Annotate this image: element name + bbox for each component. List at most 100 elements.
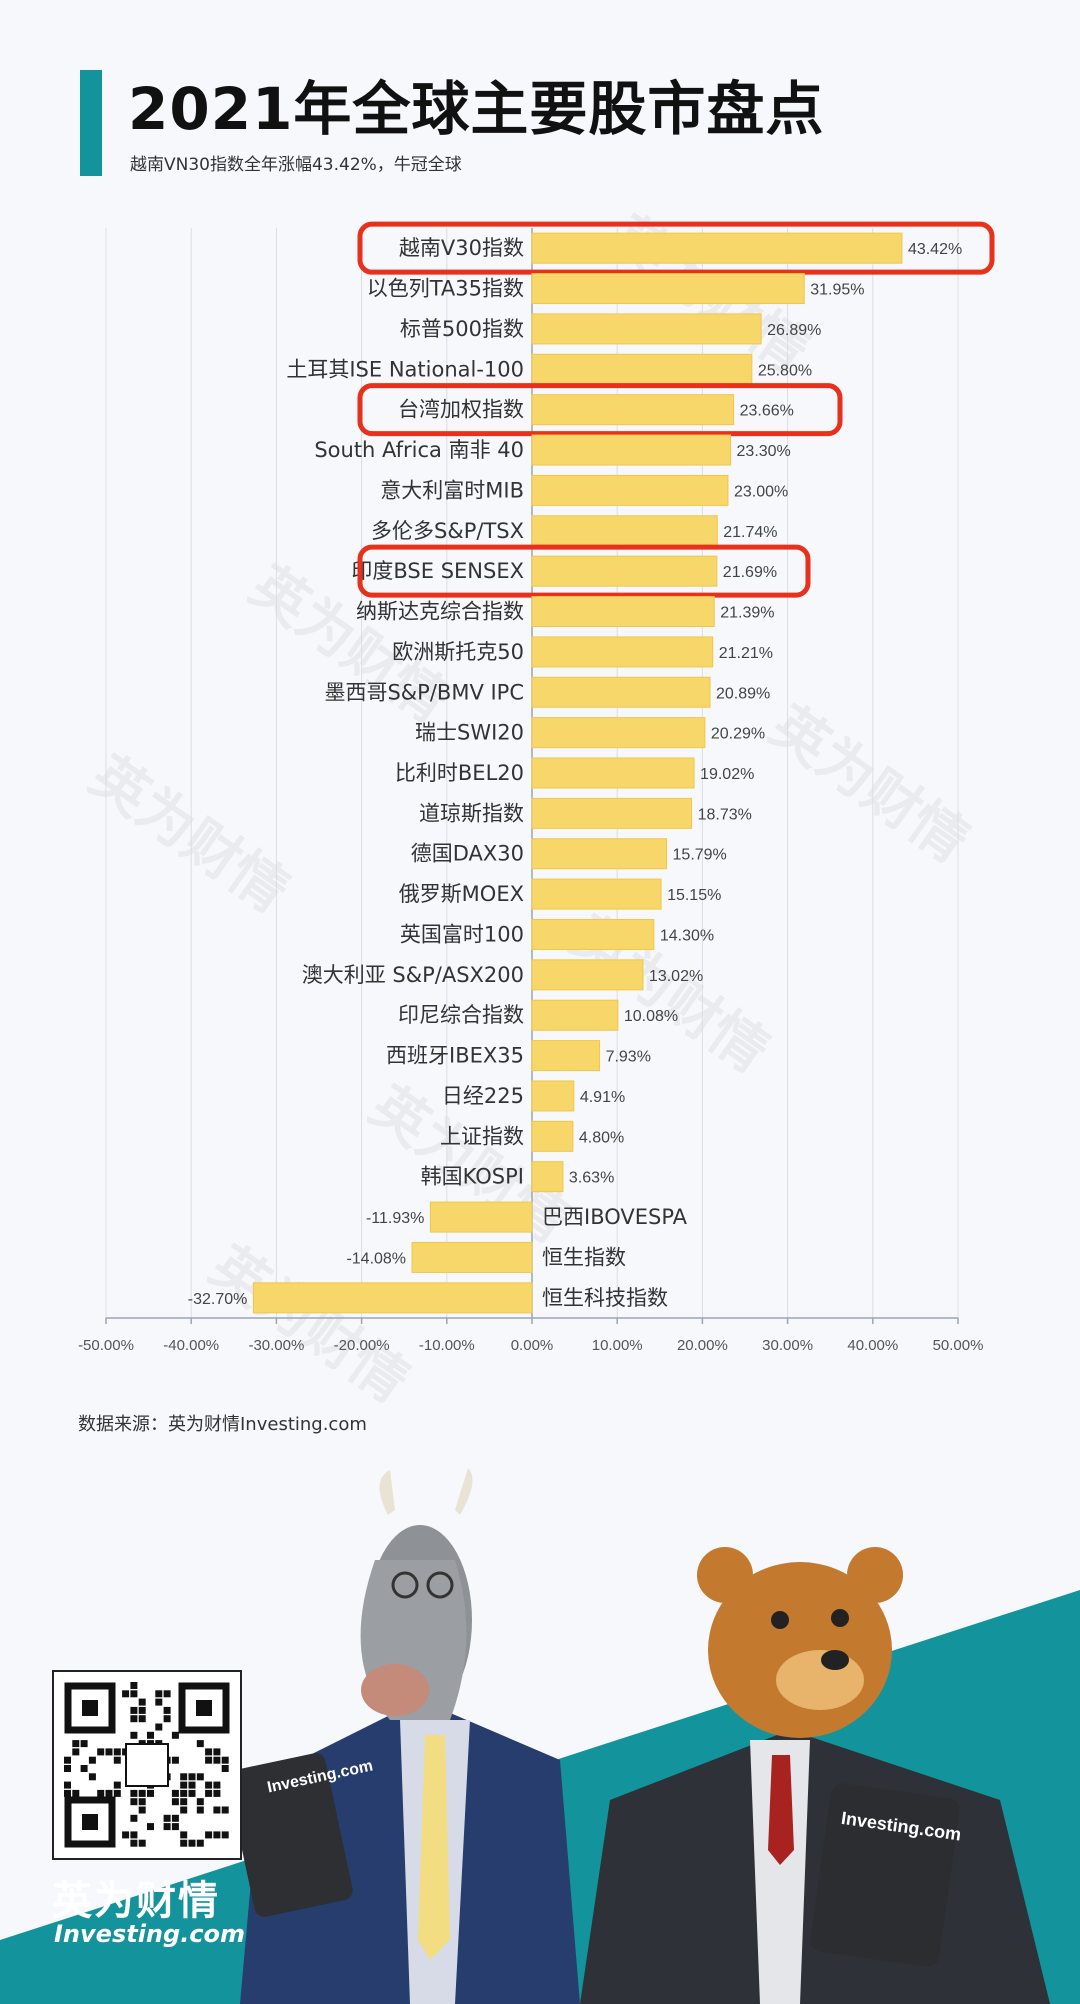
category-label: 瑞士SWI20 [415, 721, 524, 745]
data-label: 43.42% [908, 241, 962, 258]
category-label: 标普500指数 [400, 317, 524, 341]
x-tick-label: -40.00% [163, 1337, 219, 1354]
data-label: 20.29% [711, 726, 765, 743]
qr-module [130, 1814, 138, 1822]
qr-module [113, 1789, 121, 1797]
bar-chart: -50.00% -40.00% -30.00% -20.00% -10.00% 0.00%… [78, 221, 995, 1354]
qr-module [138, 1839, 146, 1847]
qr-module [221, 1765, 229, 1772]
qr-module [213, 1748, 221, 1756]
qr-module [196, 1839, 204, 1847]
bar [531, 797, 693, 829]
data-label: 23.30% [737, 443, 791, 460]
qr-module [205, 1756, 213, 1764]
x-tick-label: 10.00% [592, 1337, 643, 1354]
qr-module [130, 1682, 138, 1689]
bar [531, 918, 655, 950]
qr-module [213, 1806, 221, 1814]
bar [429, 1201, 533, 1233]
qr-module [163, 1814, 171, 1822]
qr-module [196, 1798, 204, 1806]
qr-module [122, 1831, 130, 1839]
bar [531, 959, 644, 991]
qr-module [97, 1748, 105, 1756]
bar [531, 838, 668, 870]
qr-code[interactable] [52, 1670, 242, 1860]
qr-module [171, 1756, 179, 1764]
data-label: 23.00% [734, 483, 788, 500]
category-label: 多伦多S&P/TSX [371, 519, 524, 543]
qr-module [188, 1773, 196, 1781]
qr-module [180, 1798, 188, 1806]
bar [531, 676, 711, 708]
category-label: 以色列TA35指数 [367, 277, 524, 301]
qr-module [105, 1748, 113, 1756]
qr-module [130, 1731, 138, 1739]
bar [531, 1040, 601, 1072]
qr-module [64, 1765, 71, 1772]
category-label: 台湾加权指数 [398, 398, 524, 422]
qr-module [130, 1690, 138, 1698]
category-label: 英国富时100 [400, 922, 524, 946]
qr-module [80, 1740, 88, 1748]
qr-module [221, 1831, 229, 1839]
qr-module [221, 1756, 229, 1764]
qr-module [64, 1781, 71, 1789]
qr-module [188, 1781, 196, 1789]
data-label: 7.93% [606, 1049, 651, 1066]
category-label: 恒生指数 [542, 1245, 626, 1269]
category-label: 墨西哥S&P/BMV IPC [324, 680, 524, 704]
qr-module [180, 1781, 188, 1789]
qr-module [180, 1806, 188, 1814]
qr-module [155, 1698, 163, 1706]
bar [531, 717, 706, 749]
qr-module [88, 1773, 96, 1781]
qr-module [188, 1789, 196, 1797]
bar [531, 596, 715, 628]
qr-module [147, 1731, 154, 1739]
data-source: 数据来源：英为财情Investing.com [78, 1414, 367, 1435]
category-label: 德国DAX30 [411, 842, 524, 866]
page-subtitle: 越南VN30指数全年涨幅43.42%，牛冠全球 [130, 155, 462, 175]
qr-module [171, 1814, 179, 1822]
category-label: South Africa 南非 40 [314, 438, 524, 462]
qr-module [64, 1756, 71, 1764]
data-label: 18.73% [698, 806, 752, 823]
qr-module [138, 1798, 146, 1806]
data-label: 21.74% [723, 524, 777, 541]
qr-module [138, 1806, 146, 1814]
category-label: 土耳其ISE National-100 [286, 357, 524, 381]
qr-module [72, 1789, 80, 1797]
qr-module [163, 1715, 171, 1723]
data-label: -32.70% [188, 1291, 248, 1308]
x-tick-label: 30.00% [762, 1337, 813, 1354]
qr-module [147, 1789, 154, 1797]
qr-module [180, 1789, 188, 1797]
qr-module [88, 1756, 96, 1764]
bar [531, 1161, 564, 1193]
bar [531, 394, 735, 426]
category-label: 澳大利亚 S&P/ASX200 [302, 963, 524, 987]
x-tick-label: 0.00% [511, 1337, 554, 1354]
qr-module [130, 1798, 138, 1806]
bar [531, 636, 714, 668]
qr-module [155, 1690, 163, 1698]
bar [531, 232, 903, 264]
qr-module [113, 1748, 121, 1756]
bar [531, 757, 695, 789]
bear-mascot-illustration [580, 1547, 1050, 2004]
data-label: 10.08% [624, 1008, 678, 1025]
qr-module [163, 1823, 171, 1831]
data-label: 26.89% [767, 322, 821, 339]
brand-logo-cn: 英为财情 [52, 1878, 220, 1924]
qr-module [138, 1706, 146, 1714]
data-label: -14.08% [346, 1250, 406, 1267]
qr-module [171, 1731, 179, 1739]
qr-pattern [64, 1682, 230, 1848]
qr-module [213, 1781, 221, 1789]
qr-module [163, 1706, 171, 1714]
category-label: 西班牙IBEX35 [386, 1044, 524, 1068]
x-tick-label: 40.00% [847, 1337, 898, 1354]
qr-module [130, 1715, 138, 1723]
data-label: 23.66% [740, 403, 794, 420]
